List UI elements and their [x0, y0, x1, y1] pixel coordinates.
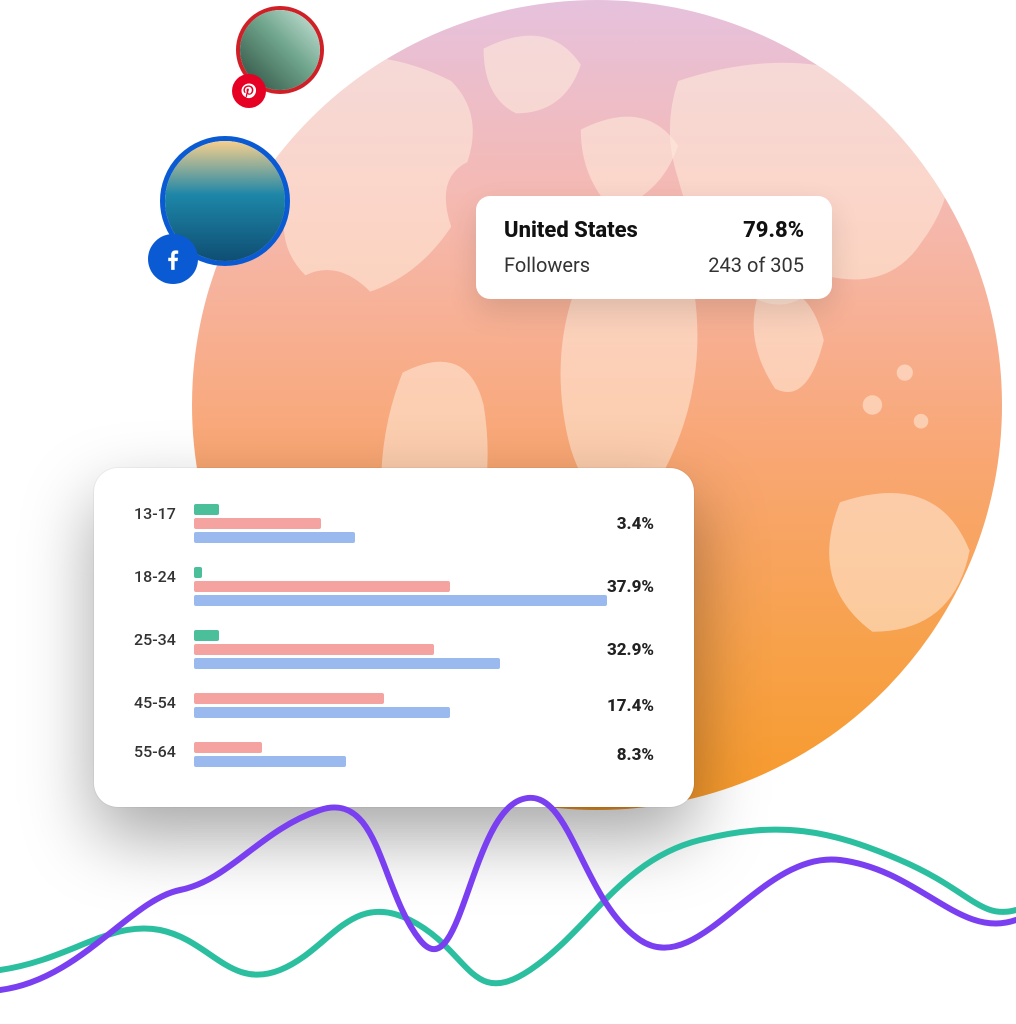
demographics-row: 13-17 3.4% [134, 504, 654, 543]
stat-value: 243 of 305 [708, 253, 804, 277]
age-range-percent: 3.4% [617, 514, 654, 534]
demographics-row: 55-64 8.3% [134, 742, 654, 767]
bar-pink [194, 742, 262, 753]
bar-green [194, 504, 219, 515]
bar-blue [194, 756, 346, 767]
age-range-label: 13-17 [134, 504, 194, 523]
bar-stack [194, 693, 607, 718]
stat-sublabel: Followers [504, 253, 590, 277]
bar-blue [194, 532, 355, 543]
stat-percent: 79.8% [743, 218, 804, 243]
bar-stack [194, 504, 617, 543]
bar-blue [194, 707, 450, 718]
facebook-icon [148, 234, 198, 284]
bar-pink [194, 518, 321, 529]
stat-country: United States [504, 218, 638, 243]
demographics-row: 18-24 37.9% [134, 567, 654, 606]
age-range-label: 18-24 [134, 567, 194, 586]
wave-purple [0, 798, 1016, 990]
age-range-percent: 37.9% [607, 577, 654, 597]
bar-blue [194, 658, 500, 669]
demographics-card: 13-17 3.4% 18-24 37.9% 25-34 32.9% 45-54 17.4% 5… [94, 468, 694, 807]
age-range-label: 55-64 [134, 742, 194, 761]
demographics-row: 25-34 32.9% [134, 630, 654, 669]
bar-green [194, 630, 219, 641]
bar-green [194, 567, 202, 578]
wave-teal [0, 830, 1016, 984]
bar-stack [194, 567, 607, 606]
bar-pink [194, 581, 450, 592]
country-stat-card: United States 79.8% Followers 243 of 305 [476, 196, 832, 299]
bar-stack [194, 630, 607, 669]
bar-pink [194, 693, 384, 704]
age-range-percent: 17.4% [607, 696, 654, 716]
age-range-label: 25-34 [134, 630, 194, 649]
bar-blue [194, 595, 607, 606]
age-range-percent: 32.9% [607, 640, 654, 660]
bar-stack [194, 742, 617, 767]
age-range-label: 45-54 [134, 693, 194, 712]
bar-pink [194, 644, 434, 655]
demographics-row: 45-54 17.4% [134, 693, 654, 718]
age-range-percent: 8.3% [617, 745, 654, 765]
pinterest-icon [232, 74, 266, 108]
